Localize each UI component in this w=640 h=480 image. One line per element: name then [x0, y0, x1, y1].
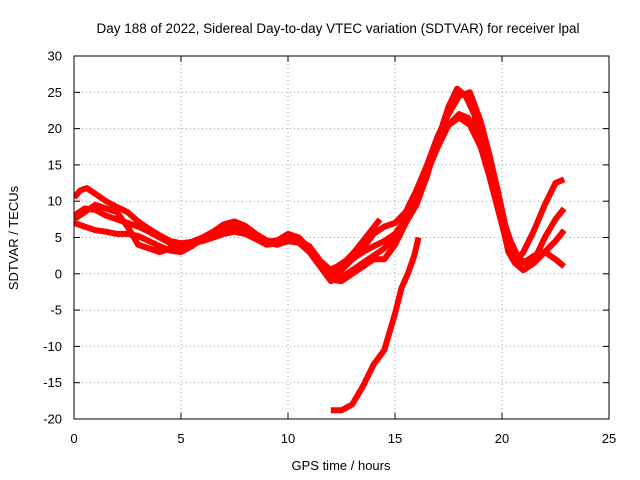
plot-area — [74, 85, 567, 414]
x-tick-label: 5 — [177, 431, 184, 446]
series-line-track-e — [330, 236, 422, 414]
chart-title: Day 188 of 2022, Sidereal Day-to-day VTE… — [97, 21, 580, 36]
x-tick-label: 25 — [602, 431, 616, 446]
y-tick-label: -20 — [43, 412, 62, 427]
y-tick-label: -15 — [43, 375, 62, 390]
ticks — [73, 55, 610, 420]
x-axis-title: GPS time / hours — [292, 458, 391, 473]
series-line-track-c — [74, 114, 567, 285]
y-tick-label: -10 — [43, 339, 62, 354]
series-line-track-b — [74, 111, 567, 281]
y-tick-label: 10 — [48, 194, 62, 209]
y-tick-label: 5 — [55, 230, 62, 245]
y-tick-label: 15 — [48, 157, 62, 172]
x-tick-label: 20 — [495, 431, 509, 446]
x-tick-label: 10 — [281, 431, 295, 446]
x-tick-label: 15 — [388, 431, 402, 446]
y-tick-label: 30 — [48, 49, 62, 64]
series-line-track-f — [327, 217, 383, 273]
y-tick-label: -5 — [50, 303, 62, 318]
series-line-track-d — [74, 89, 567, 274]
y-tick-label: 20 — [48, 121, 62, 136]
x-tick-label: 0 — [70, 431, 77, 446]
tick-labels: 0 5 10 15 20 25 -20 -15 -10 -5 0 5 10 15 20 25 30 — [43, 49, 616, 447]
y-tick-label: 0 — [55, 266, 62, 281]
series-layer — [74, 85, 567, 414]
grid — [74, 56, 609, 419]
y-tick-label: 25 — [48, 85, 62, 100]
y-axis-title: SDTVAR / TECUs — [6, 185, 21, 290]
